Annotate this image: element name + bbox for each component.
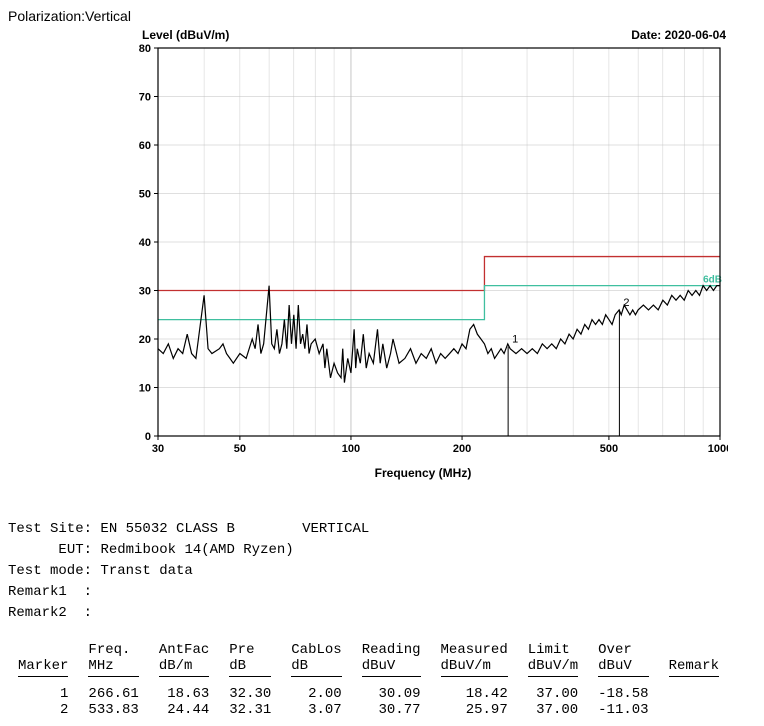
test-site-label: Test Site: [8, 521, 92, 537]
col-unit: Marker [8, 658, 78, 674]
svg-text:10: 10 [139, 383, 151, 395]
svg-text:30: 30 [139, 286, 151, 298]
svg-text:20: 20 [139, 334, 151, 346]
eut-value: Redmibook 14(AMD Ryzen) [100, 542, 293, 558]
svg-text:40: 40 [139, 237, 151, 249]
col-unit: dB/m [149, 658, 219, 674]
eut-label: EUT: [58, 542, 92, 558]
svg-text:100: 100 [342, 443, 360, 455]
remark1-label: Remark1 : [8, 584, 92, 600]
svg-text:500: 500 [600, 443, 618, 455]
col-unit: Remark [659, 658, 729, 674]
test-mode-label: Test mode: [8, 563, 92, 579]
col-header [8, 642, 78, 658]
col-unit: dB [281, 658, 351, 674]
table-row: 2533.8324.4432.313.0730.7725.9737.00-11.… [8, 702, 729, 718]
col-unit: MHz [78, 658, 148, 674]
test-metadata: Test Site: EN 55032 CLASS B VERTICAL EUT… [8, 498, 764, 624]
svg-text:50: 50 [234, 443, 246, 455]
col-header: Pre [219, 642, 281, 658]
svg-text:70: 70 [139, 92, 151, 104]
svg-text:80: 80 [139, 44, 151, 55]
col-unit: dBuV [588, 658, 658, 674]
x-axis-title: Frequency (MHz) [118, 466, 728, 480]
svg-text:30: 30 [152, 443, 164, 455]
polarization-label: Polarization:Vertical [8, 8, 764, 24]
svg-text:1000: 1000 [708, 443, 728, 455]
col-header [659, 642, 729, 658]
col-header: Over [588, 642, 658, 658]
col-header: Freq. [78, 642, 148, 658]
col-header: Reading [352, 642, 431, 658]
svg-text:1: 1 [512, 334, 518, 346]
svg-text:50: 50 [139, 189, 151, 201]
col-header: Limit [518, 642, 588, 658]
test-site-value: EN 55032 CLASS B [100, 521, 234, 537]
col-unit: dB [219, 658, 281, 674]
col-header: Measured [431, 642, 518, 658]
orientation: VERTICAL [302, 521, 369, 537]
emissions-chart: 0 10 20 30 40 50 60 70 80 30 50 100 200 500 1000 6dB 1 2 [118, 44, 728, 464]
table-row: 1266.6118.6332.302.0030.0918.4237.00-18.… [8, 686, 729, 702]
chart-date: Date: 2020-06-04 [631, 28, 726, 42]
svg-text:6dB: 6dB [703, 275, 722, 286]
svg-text:200: 200 [453, 443, 471, 455]
col-unit: dBuV [352, 658, 431, 674]
y-axis-title: Level (dBuV/m) [142, 28, 229, 42]
marker-data-table: Freq.AntFacPreCabLosReadingMeasuredLimit… [8, 642, 729, 718]
chart-container: Level (dBuV/m) Date: 2020-06-04 0 10 20 30 4… [118, 28, 728, 480]
col-header: AntFac [149, 642, 219, 658]
svg-text:0: 0 [145, 431, 151, 443]
remark2-label: Remark2 : [8, 605, 92, 621]
col-unit: dBuV/m [431, 658, 518, 674]
col-header: CabLos [281, 642, 351, 658]
col-unit: dBuV/m [518, 658, 588, 674]
svg-text:2: 2 [623, 297, 629, 309]
test-mode-value: Transt data [100, 563, 192, 579]
svg-text:60: 60 [139, 140, 151, 152]
